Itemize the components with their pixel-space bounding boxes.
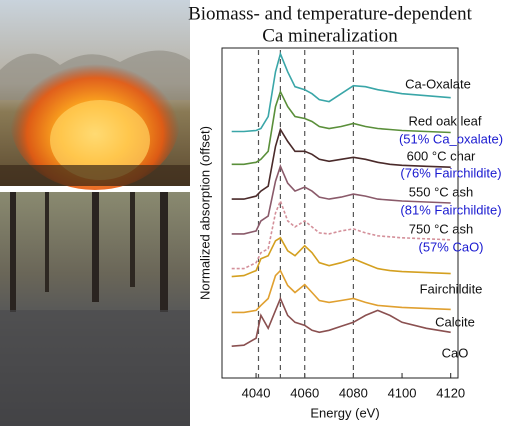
- fit-annotation: (51% Ca_oxalate): [399, 131, 503, 146]
- photo-burned-forest: [0, 192, 190, 426]
- spectrum-line: [231, 51, 451, 133]
- chart-title: Ca mineralization: [262, 25, 398, 46]
- x-axis-label: Energy (eV): [310, 405, 379, 420]
- y-axis-label: Normalized absorption (offset): [197, 126, 212, 300]
- spectrum-line: [231, 89, 451, 166]
- x-tick-label: 4120: [436, 385, 465, 400]
- x-tick-label: 4100: [388, 385, 417, 400]
- series-label: 600 °C char: [407, 148, 476, 163]
- x-tick-label: 4080: [339, 385, 368, 400]
- spectrum-line: [231, 236, 451, 278]
- series-label: Ca-Oxalate: [405, 76, 471, 91]
- series-label: Fairchildite: [420, 281, 483, 296]
- series-label: CaO: [442, 345, 469, 360]
- series-label: Calcite: [435, 314, 475, 329]
- fit-annotation: (81% Fairchildite): [400, 202, 501, 217]
- spectrum-line: [231, 198, 451, 270]
- spectrum-line: [231, 269, 451, 314]
- series-label: 750 °C ash: [409, 221, 473, 236]
- photo-fire: [0, 0, 190, 190]
- plot-frame: [221, 47, 459, 379]
- chart-title: Biomass- and temperature-dependent: [188, 3, 473, 24]
- series-label: Red oak leaf: [409, 113, 482, 128]
- fit-annotation: (57% CaO): [418, 239, 483, 254]
- x-tick-label: 4060: [290, 385, 319, 400]
- series-label: 550 °C ash: [409, 184, 473, 199]
- spectrum-line: [231, 296, 451, 347]
- x-tick-label: 4040: [242, 385, 271, 400]
- fit-annotation: (76% Fairchildite): [400, 165, 501, 180]
- spectrum-line: [231, 127, 451, 200]
- spectrum-line: [231, 164, 451, 235]
